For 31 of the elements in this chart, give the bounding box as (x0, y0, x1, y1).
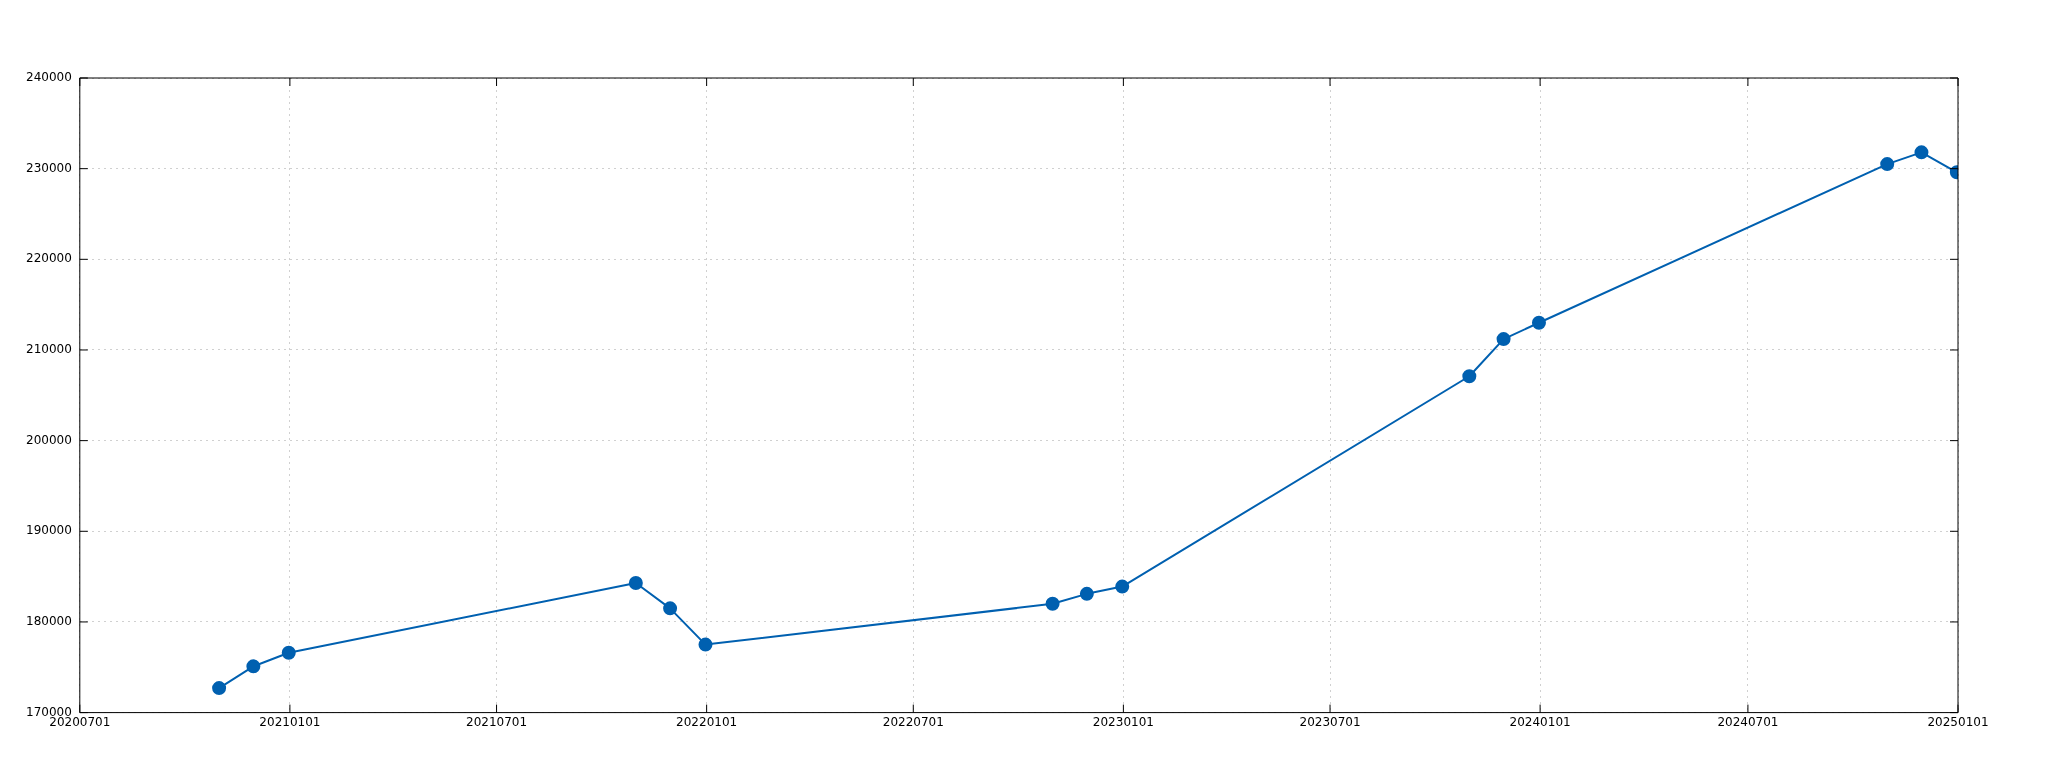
x-tick-label: 20250101 (1927, 714, 1989, 729)
x-tick-label: 20230701 (1299, 714, 1361, 729)
point (1914, 145, 1929, 160)
y-tick-label: 210000 (26, 342, 72, 357)
x-tick-label: 20200701 (49, 714, 111, 729)
x-tick-label: 20240101 (1509, 714, 1571, 729)
x-tick-label: 20210701 (466, 714, 528, 729)
point (1880, 157, 1895, 172)
x-tick-label: 20230101 (1092, 714, 1154, 729)
x-tick-label: 20240701 (1717, 714, 1779, 729)
y-tick-label: 220000 (26, 251, 72, 266)
point (1496, 332, 1511, 347)
y-tick-label: 230000 (26, 160, 72, 175)
x-tick-label: 20210101 (259, 714, 321, 729)
point (663, 601, 678, 616)
point (628, 575, 643, 590)
point (698, 637, 713, 652)
point (281, 645, 296, 660)
y-tick-label: 200000 (26, 432, 72, 447)
x-tick-label: 20220101 (676, 714, 738, 729)
point (1045, 596, 1060, 611)
point (1462, 369, 1477, 384)
point (1531, 315, 1546, 330)
x-tick-label: 20220701 (882, 714, 944, 729)
y-tick-label: 190000 (26, 523, 72, 538)
point (1115, 579, 1130, 594)
y-tick-label: 180000 (26, 614, 72, 629)
point (1079, 586, 1094, 601)
point (246, 659, 261, 674)
y-tick-label: 240000 (26, 70, 72, 85)
point (212, 681, 227, 696)
